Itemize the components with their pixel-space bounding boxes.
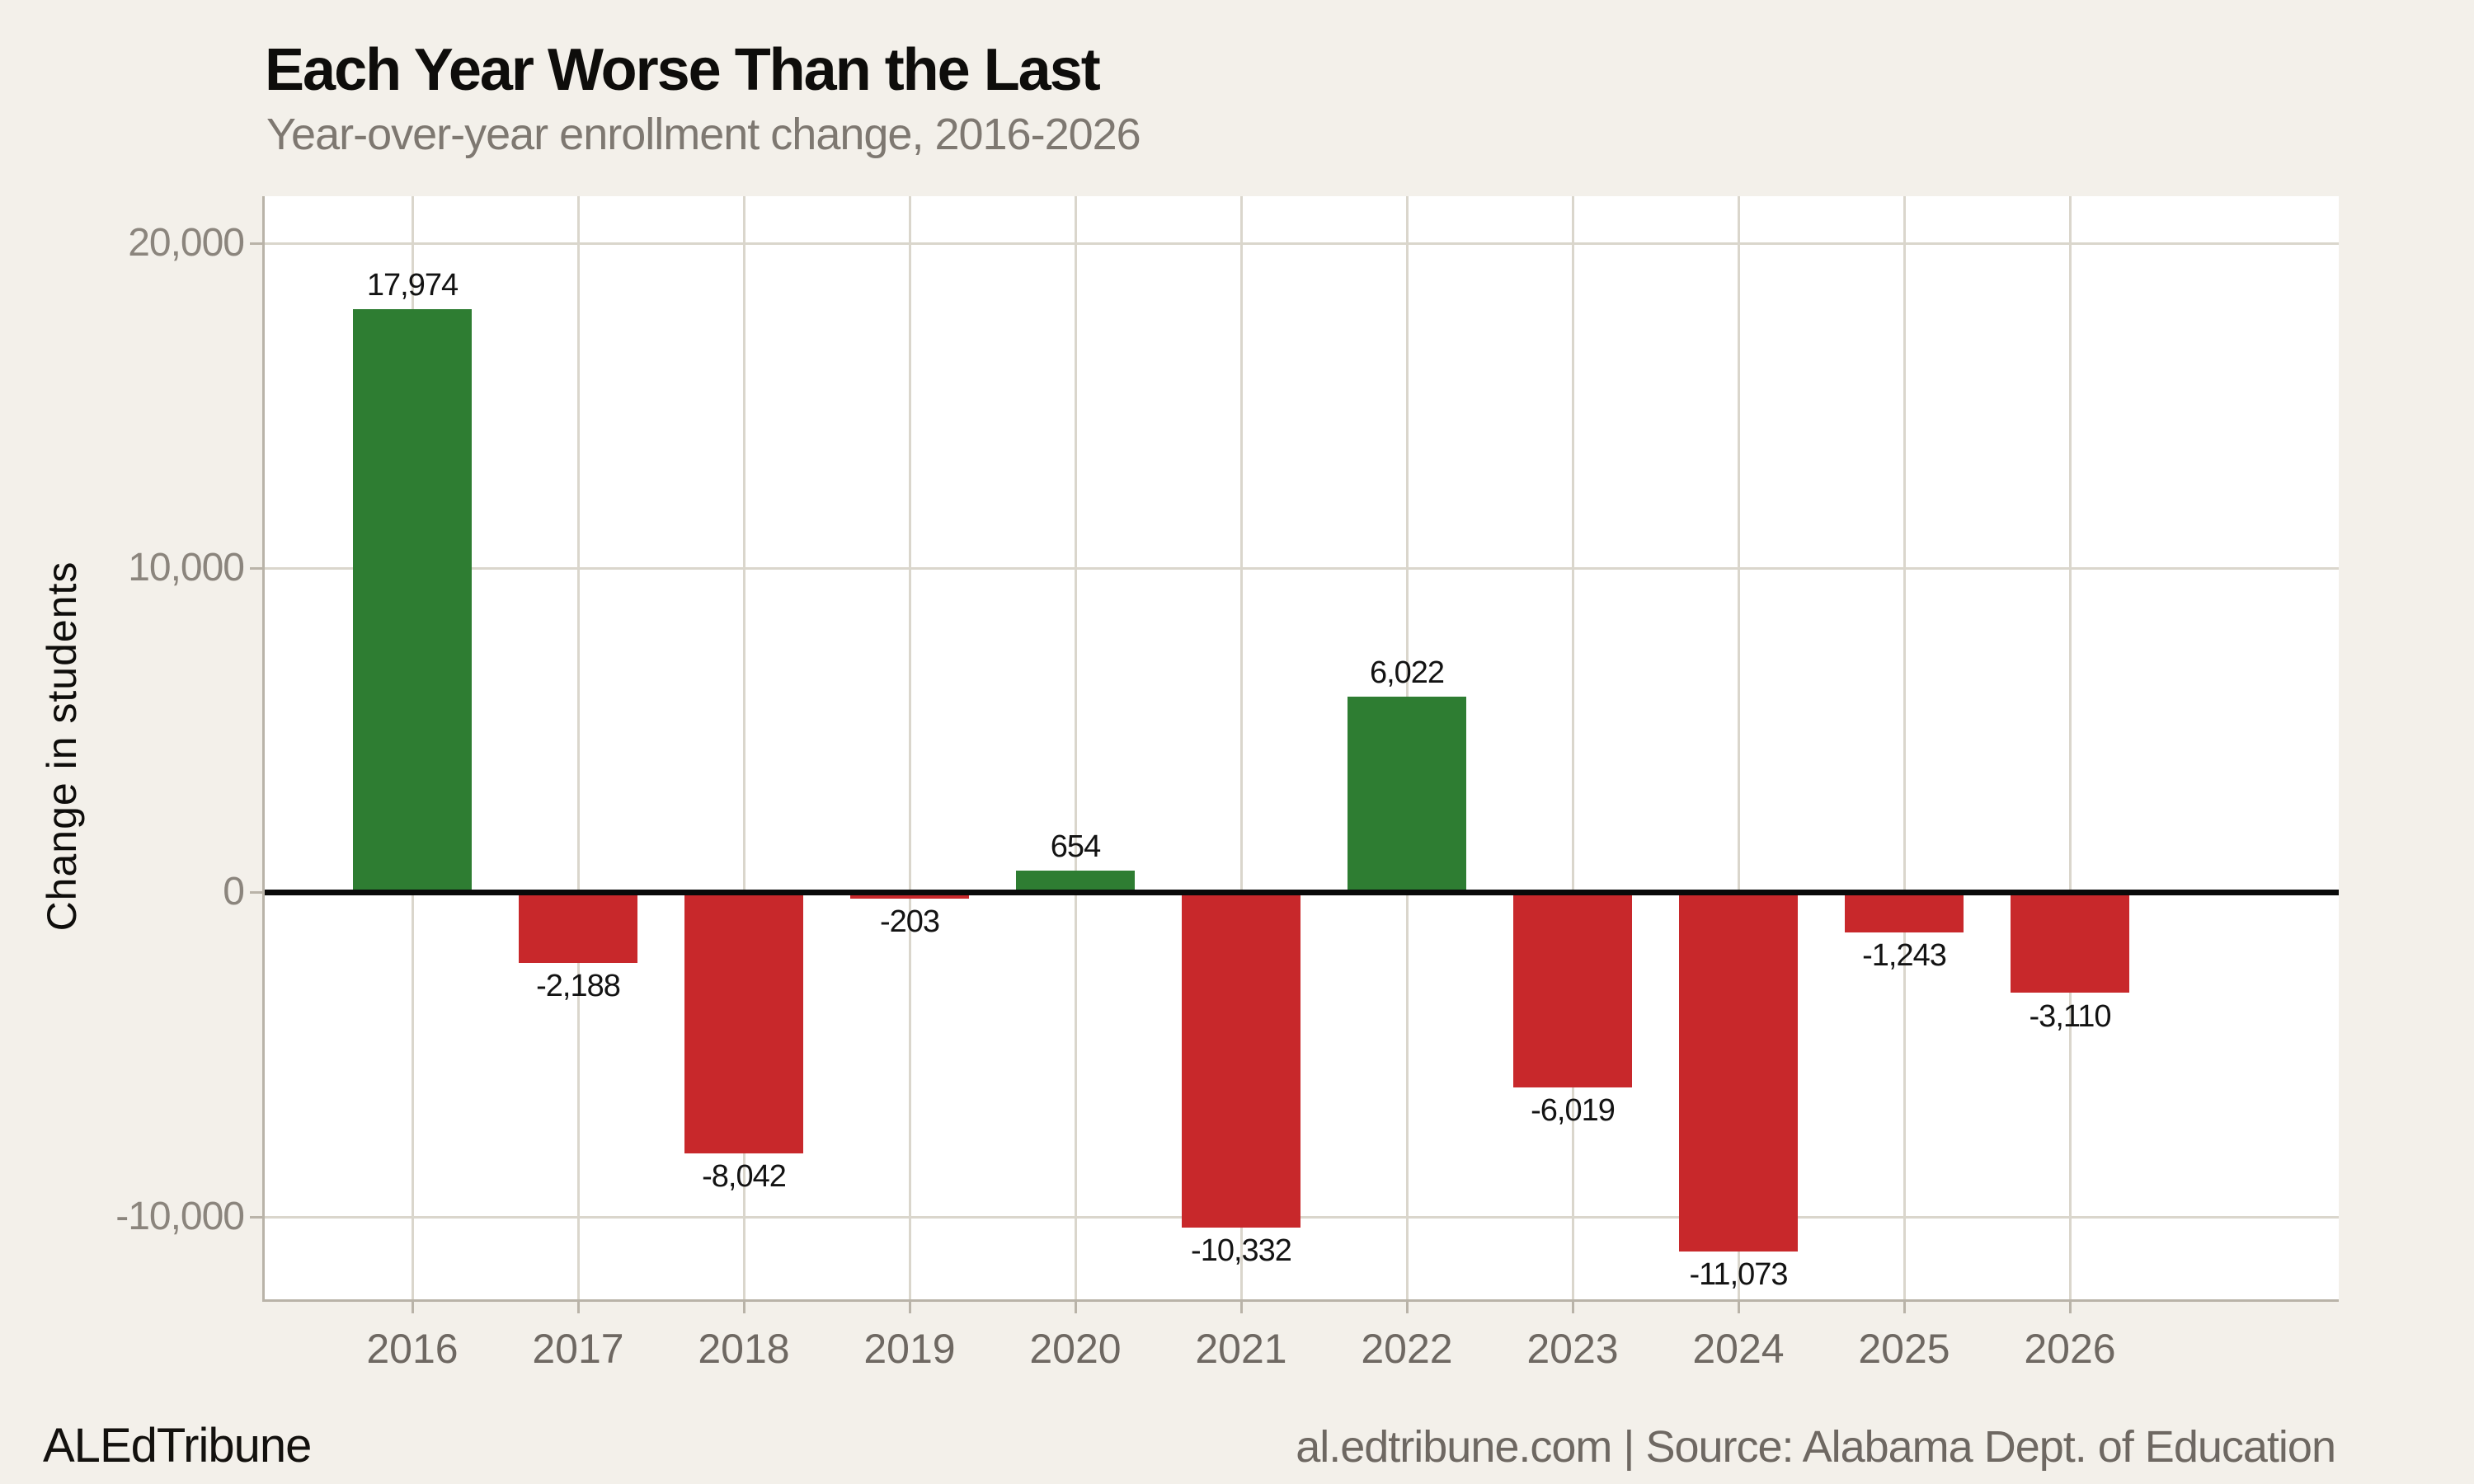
gridline-vertical <box>909 196 911 1299</box>
x-tick-label: 2026 <box>2024 1326 2116 1372</box>
gridline-vertical <box>2069 196 2072 1299</box>
gridline-horizontal <box>265 242 2339 246</box>
y-tick-label: 10,000 <box>128 545 245 589</box>
x-tick-mark <box>1075 1302 1077 1313</box>
bar-2020 <box>1016 871 1135 893</box>
x-tick-mark <box>1903 1302 1906 1313</box>
bar-value-label: 654 <box>1050 829 1101 865</box>
plot-area: 17,974 -2,188 -8,042 -203 654 -10,332 6,022 -6,… <box>262 196 2339 1302</box>
x-tick-mark <box>2069 1302 2072 1313</box>
x-tick-mark <box>1738 1302 1740 1313</box>
x-tick-mark <box>1406 1302 1409 1313</box>
x-tick-mark <box>909 1302 911 1313</box>
x-tick-label: 2022 <box>1361 1326 1453 1372</box>
y-tick-label: 0 <box>223 870 245 914</box>
zero-line <box>265 890 2339 896</box>
y-tick-label: 20,000 <box>128 221 245 265</box>
gridline-vertical <box>743 196 745 1299</box>
bar-value-label: -3,110 <box>2029 998 2112 1034</box>
gridline-horizontal <box>265 1215 2339 1219</box>
chart-subtitle: Year-over-year enrollment change, 2016-2… <box>266 110 1141 159</box>
bar-value-label: 6,022 <box>1369 655 1445 691</box>
x-tick-label: 2016 <box>366 1326 459 1372</box>
y-tick-label: -10,000 <box>115 1194 245 1238</box>
x-tick-label: 2017 <box>532 1326 624 1372</box>
x-tick-label: 2018 <box>698 1326 790 1372</box>
footer-brand: ALEdTribune <box>43 1419 312 1472</box>
x-tick-mark <box>577 1302 580 1313</box>
bar-value-label: -8,042 <box>702 1158 787 1194</box>
bar-2016 <box>353 308 472 893</box>
bar-2017 <box>519 892 637 964</box>
bar-value-label: -10,332 <box>1191 1233 1292 1268</box>
x-tick-label: 2024 <box>1692 1326 1785 1372</box>
x-tick-mark <box>412 1302 414 1313</box>
gridline-vertical <box>1738 196 1740 1299</box>
gridline-vertical <box>1572 196 1574 1299</box>
footer-source: al.edtribune.com | Source: Alabama Dept.… <box>1296 1422 2336 1472</box>
x-tick-label: 2020 <box>1029 1326 1122 1372</box>
x-tick-label: 2025 <box>1858 1326 1950 1372</box>
bar-value-label: -203 <box>879 904 940 940</box>
y-tick-mark <box>250 1215 262 1219</box>
bar-2024 <box>1679 892 1798 1252</box>
bar-2023 <box>1513 892 1632 1087</box>
bar-value-label: -2,188 <box>536 969 621 1004</box>
bar-2026 <box>2011 892 2129 993</box>
bar-value-label: -11,073 <box>1689 1256 1788 1292</box>
x-tick-mark <box>1572 1302 1574 1313</box>
y-tick-mark <box>250 566 262 570</box>
bar-2025 <box>1845 892 1964 933</box>
bar-value-label: -6,019 <box>1531 1092 1616 1128</box>
x-tick-mark <box>1240 1302 1243 1313</box>
bar-2021 <box>1182 892 1300 1228</box>
y-tick-mark <box>250 891 262 895</box>
gridline-vertical <box>1903 196 1906 1299</box>
gridline-vertical <box>577 196 580 1299</box>
x-tick-mark <box>743 1302 745 1313</box>
bar-value-label: -1,243 <box>1862 938 1947 974</box>
gridline-vertical <box>1240 196 1243 1299</box>
bar-2018 <box>684 892 803 1153</box>
gridline-horizontal <box>265 566 2339 570</box>
bar-value-label: 17,974 <box>366 267 459 303</box>
y-tick-mark <box>250 242 262 246</box>
x-tick-label: 2023 <box>1526 1326 1619 1372</box>
x-tick-label: 2019 <box>863 1326 956 1372</box>
chart-title: Each Year Worse Than the Last <box>265 37 1101 103</box>
x-tick-label: 2021 <box>1195 1326 1287 1372</box>
bar-2022 <box>1348 697 1466 893</box>
gridline-vertical <box>1075 196 1077 1299</box>
